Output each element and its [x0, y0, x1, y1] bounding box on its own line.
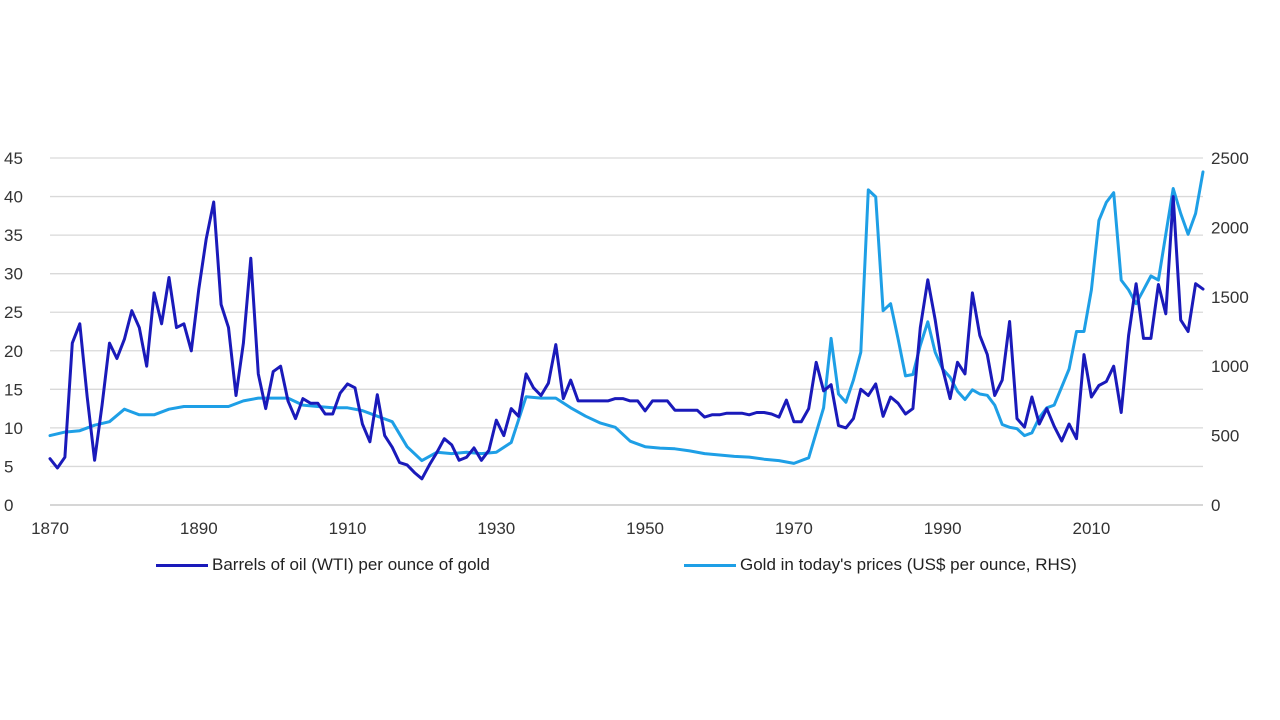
- left-tick-label: 10: [4, 419, 23, 438]
- left-tick-label: 25: [4, 303, 23, 322]
- left-tick-label: 40: [4, 188, 23, 207]
- x-axis-ticks: 1870 1890 1910 1930 1950 1970 1990 2010: [31, 519, 1110, 538]
- right-tick-label: 1500: [1211, 288, 1249, 307]
- left-tick-label: 0: [4, 496, 13, 515]
- right-tick-label: 2000: [1211, 218, 1249, 237]
- oil-per-gold-line: [48, 195, 1205, 481]
- x-tick-label: 1990: [924, 519, 962, 538]
- left-tick-label: 45: [4, 149, 23, 168]
- legend-swatch-gold: [684, 563, 736, 567]
- x-tick-label: 1890: [180, 519, 218, 538]
- left-tick-label: 20: [4, 342, 23, 361]
- legend-item-gold: Gold in today's prices (US$ per ounce, R…: [684, 555, 1077, 575]
- gold-price-line: [48, 170, 1205, 465]
- left-tick-label: 35: [4, 226, 23, 245]
- right-tick-label: 500: [1211, 427, 1239, 446]
- left-tick-label: 15: [4, 380, 23, 399]
- x-tick-label: 1910: [329, 519, 367, 538]
- x-tick-label: 1870: [31, 519, 69, 538]
- right-tick-label: 1000: [1211, 357, 1249, 376]
- x-tick-label: 1950: [626, 519, 664, 538]
- legend-item-oil: Barrels of oil (WTI) per ounce of gold: [156, 555, 490, 575]
- legend-label-gold: Gold in today's prices (US$ per ounce, R…: [740, 555, 1077, 574]
- series-lines: [48, 170, 1205, 481]
- right-tick-label: 2500: [1211, 149, 1249, 168]
- left-tick-label: 5: [4, 457, 13, 476]
- right-axis-ticks: 0 500 1000 1500 2000 2500: [1211, 149, 1249, 515]
- x-tick-label: 1970: [775, 519, 813, 538]
- left-axis-ticks: 0 5 10 15 20 25 30 35 40 45: [4, 149, 23, 515]
- x-tick-label: 1930: [477, 519, 515, 538]
- left-tick-label: 30: [4, 265, 23, 284]
- legend-swatch-oil: [156, 563, 208, 567]
- x-tick-label: 2010: [1073, 519, 1111, 538]
- legend-label-oil: Barrels of oil (WTI) per ounce of gold: [212, 555, 490, 574]
- gridlines: [50, 157, 1203, 506]
- right-tick-label: 0: [1211, 496, 1220, 515]
